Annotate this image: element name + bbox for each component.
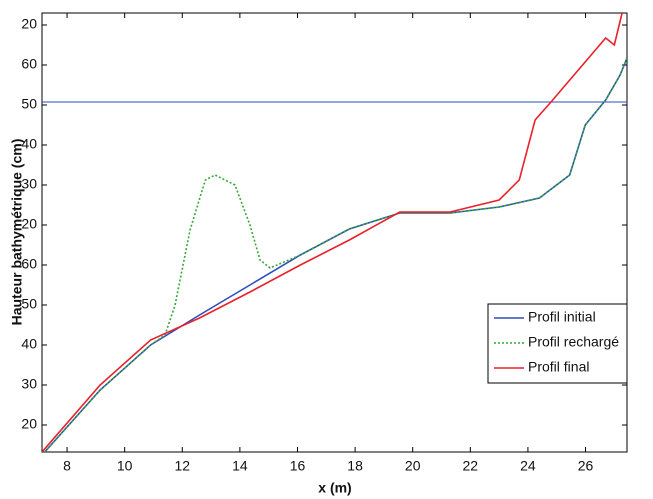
y-tick-label: 20 xyxy=(21,216,37,232)
y-tick-label: 60 xyxy=(21,56,37,72)
y-tick-label: 20 xyxy=(21,16,37,32)
x-tick-label: 12 xyxy=(174,458,190,474)
x-tick-label: 22 xyxy=(463,458,479,474)
y-tick-label: 50 xyxy=(21,296,37,312)
y-tick-label: 30 xyxy=(21,376,37,392)
y-tick-label: 40 xyxy=(21,336,37,352)
x-tick-label: 14 xyxy=(232,458,248,474)
series-line xyxy=(43,57,627,452)
x-tick-label: 18 xyxy=(347,458,363,474)
y-tick-label: 60 xyxy=(21,256,37,272)
series-line xyxy=(42,13,623,452)
y-axis-label: Hauteur bathymétrique (cm) xyxy=(9,139,25,326)
x-tick-label: 20 xyxy=(405,458,421,474)
x-tick-label: 16 xyxy=(290,458,306,474)
x-axis-label: x (m) xyxy=(318,480,351,496)
x-tick-label: 10 xyxy=(117,458,133,474)
x-tick-label: 26 xyxy=(578,458,594,474)
x-tick-label: 8 xyxy=(63,458,71,474)
legend-label: Profil rechargé xyxy=(528,334,619,350)
plot-area xyxy=(41,12,628,453)
y-tick-label: 30 xyxy=(21,176,37,192)
x-tick-label: 24 xyxy=(520,458,536,474)
y-tick-label: 40 xyxy=(21,136,37,152)
legend-label: Profil final xyxy=(528,359,589,375)
y-tick-label: 50 xyxy=(21,96,37,112)
legend-label: Profil initial xyxy=(528,309,596,325)
y-tick-label: 20 xyxy=(21,416,37,432)
